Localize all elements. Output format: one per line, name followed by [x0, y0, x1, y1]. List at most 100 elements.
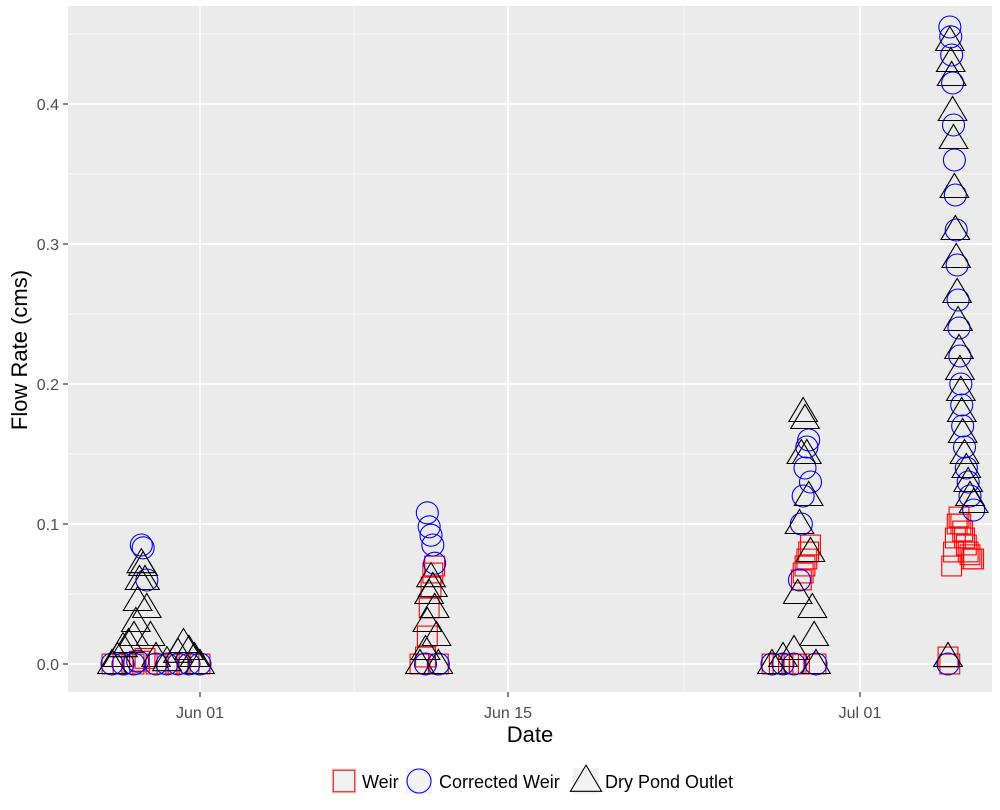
circle-point: [787, 568, 812, 592]
triangle-point: [784, 508, 815, 535]
legend-label: Weir: [362, 772, 399, 792]
circle-point: [952, 435, 977, 459]
triangle-point: [122, 585, 153, 612]
triangle-point: [793, 480, 824, 507]
square-point: [800, 534, 821, 556]
triangle-point: [787, 396, 819, 423]
triangle-point: [168, 627, 199, 654]
circle-point: [954, 456, 978, 480]
circle-point: [413, 652, 438, 676]
circle-point: [958, 484, 982, 508]
triangle-point: [800, 648, 832, 675]
y-tick-label: 0.3: [37, 237, 59, 254]
triangle-point: [412, 606, 443, 633]
triangle-point: [96, 648, 128, 675]
circle-point: [798, 470, 823, 494]
square-point: [948, 506, 970, 528]
triangle-point: [421, 620, 452, 647]
major-gridlines: [68, 6, 992, 692]
triangle-point: [939, 172, 970, 199]
square-point: [422, 562, 444, 584]
circle-point: [131, 536, 155, 560]
square-point: [790, 569, 812, 591]
circle-point: [419, 523, 443, 547]
legend-square-symbol: [332, 769, 356, 793]
triangle-point: [949, 438, 980, 465]
triangle-point: [938, 123, 969, 150]
x-tick-label: Jun 01: [176, 705, 224, 722]
triangle-point: [127, 550, 159, 577]
triangle-point: [937, 95, 968, 122]
square-point: [123, 653, 145, 675]
circle-point: [948, 344, 972, 368]
triangle-point: [118, 620, 150, 647]
triangle-point: [934, 25, 966, 52]
circle-point: [417, 515, 441, 539]
circle-point: [804, 652, 828, 676]
triangle-point: [179, 641, 210, 668]
minor-gridlines: [68, 6, 992, 692]
series-corrected-weir: [100, 15, 986, 676]
triangle-point: [797, 592, 828, 619]
legend-key-background: [573, 768, 599, 794]
circle-point: [949, 372, 973, 396]
triangle-point: [936, 60, 967, 87]
triangle-point: [151, 645, 183, 672]
triangle-point: [410, 634, 441, 661]
series-dry-pond-outlet: [96, 25, 989, 675]
circle-point: [129, 533, 153, 557]
circle-point: [945, 253, 969, 277]
circle-point: [938, 15, 962, 39]
circle-point: [941, 113, 966, 137]
y-tick-label: 0.4: [37, 97, 59, 114]
circle-point: [426, 652, 450, 676]
triangle-point: [404, 648, 436, 675]
legend-key-background: [406, 768, 432, 794]
circle-point: [421, 533, 445, 557]
triangle-point: [135, 620, 166, 647]
circle-point: [946, 288, 970, 312]
x-tick-label: Jul 01: [839, 705, 882, 722]
plot-panel: [68, 6, 992, 692]
square-point: [963, 548, 985, 570]
square-point: [796, 548, 818, 570]
square-point: [145, 653, 167, 675]
triangle-point: [756, 648, 788, 675]
triangle-point: [932, 641, 964, 668]
triangle-point: [791, 438, 823, 465]
legend: Weir Corrected Weir Dry Pond Outlet: [331, 764, 733, 794]
data-points: [96, 15, 989, 676]
square-point: [792, 562, 814, 584]
circle-point: [951, 414, 975, 438]
circle-point: [956, 470, 980, 494]
triangle-point: [958, 487, 989, 514]
circle-point: [950, 393, 974, 417]
triangle-point: [767, 641, 799, 668]
legend-label: Corrected Weir: [439, 772, 560, 792]
square-point: [957, 541, 979, 563]
circle-point: [936, 652, 960, 676]
circle-point: [944, 218, 968, 242]
circle-point: [943, 183, 967, 207]
circle-point: [791, 484, 815, 508]
triangle-point: [795, 536, 826, 563]
triangle-point: [107, 631, 139, 658]
triangle-point: [415, 561, 447, 588]
square-point: [954, 527, 975, 549]
triangle-point: [945, 375, 977, 402]
circle-point: [940, 43, 964, 67]
circle-point: [793, 456, 817, 480]
y-tick-label: 0.0: [37, 657, 59, 674]
y-tick-label: 0.1: [37, 517, 59, 534]
circle-point: [415, 501, 439, 525]
triangle-point: [173, 634, 205, 661]
triangle-point: [184, 648, 216, 675]
square-point: [794, 555, 816, 577]
triangle-point: [120, 606, 152, 633]
triangle-point: [140, 641, 172, 668]
triangle-point: [131, 592, 163, 619]
triangle-point: [941, 277, 973, 304]
x-axis-title: Date: [507, 722, 553, 747]
triangle-point: [944, 354, 976, 381]
